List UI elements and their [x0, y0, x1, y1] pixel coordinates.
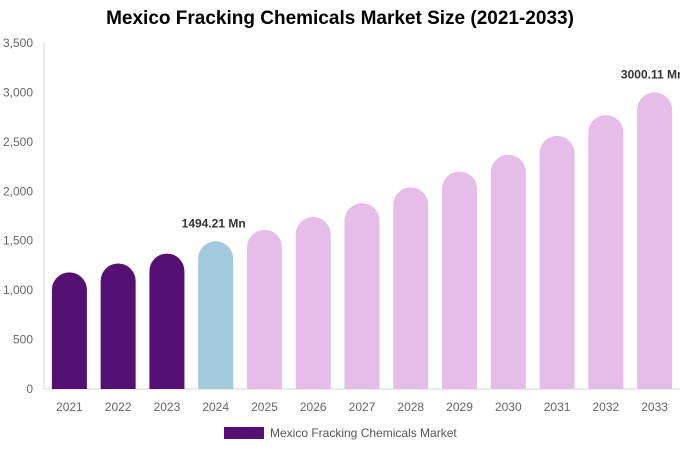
data-label: 1494.21 Mn	[182, 216, 246, 230]
y-tick-label: 0	[26, 382, 33, 396]
x-tick-label: 2028	[397, 400, 424, 414]
bar	[442, 171, 478, 389]
y-tick-label: 2,500	[3, 135, 33, 149]
y-tick-label: 500	[13, 333, 33, 347]
bar	[490, 154, 526, 389]
bar	[295, 216, 331, 389]
bar	[149, 253, 185, 389]
x-tick-label: 2033	[641, 400, 668, 414]
bar	[539, 135, 575, 389]
x-tick-label: 2023	[154, 400, 181, 414]
legend[interactable]: Mexico Fracking Chemicals Market	[224, 426, 457, 440]
chart-title: Mexico Fracking Chemicals Market Size (2…	[106, 8, 574, 29]
bar	[344, 203, 380, 389]
y-tick-label: 3,000	[3, 85, 33, 99]
x-tick-label: 2029	[446, 400, 473, 414]
x-tick-label: 2022	[105, 400, 132, 414]
y-tick-label: 1,000	[3, 283, 33, 297]
bar	[198, 241, 234, 389]
x-tick-label: 2027	[349, 400, 376, 414]
x-tick-label: 2021	[56, 400, 83, 414]
legend-label: Mexico Fracking Chemicals Market	[270, 426, 457, 440]
bar	[51, 272, 87, 389]
x-tick-label: 2031	[544, 400, 571, 414]
x-tick-label: 2024	[202, 400, 229, 414]
bar	[637, 92, 673, 389]
x-tick-label: 2032	[592, 400, 619, 414]
bar	[393, 187, 429, 389]
bar	[246, 229, 282, 389]
bar	[588, 115, 624, 389]
bar	[100, 263, 136, 389]
data-label: 3000.11 Mn	[621, 67, 680, 81]
y-tick-label: 2,000	[3, 184, 33, 198]
x-tick-label: 2026	[300, 400, 327, 414]
x-tick-label: 2030	[495, 400, 522, 414]
legend-swatch	[224, 427, 264, 439]
y-tick-label: 1,500	[3, 234, 33, 248]
y-tick-label: 3,500	[3, 36, 33, 50]
x-tick-label: 2025	[251, 400, 278, 414]
